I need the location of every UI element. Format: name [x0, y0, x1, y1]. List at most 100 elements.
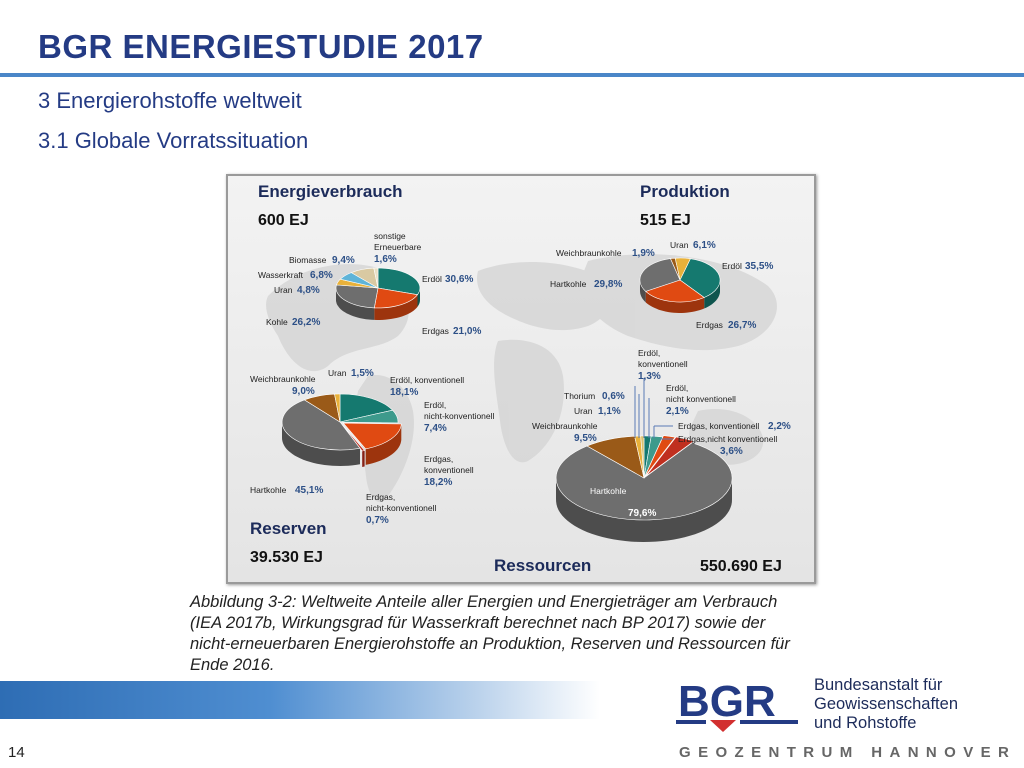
chart-title: Produktion [640, 182, 730, 201]
pie-slice-erd-l [679, 258, 721, 298]
caption-line: (IEA 2017b, Wirkungsgrad für Wasserkraft… [190, 614, 766, 632]
pie-slice-sonstige-erneuerbare [373, 267, 379, 289]
slice-name: Hartkohle [550, 279, 587, 289]
slice-name: Erdöl, konventionell [390, 375, 464, 385]
slice-value: 0,6% [602, 391, 625, 402]
slide-title: BGR ENERGIESTUDIE 2017 [38, 28, 484, 65]
slice-value: 45,1% [295, 485, 323, 496]
slice-name: Thorium [564, 391, 595, 401]
chart-total: 515 EJ [640, 212, 691, 229]
pie-chart-energieverbrauch [335, 267, 421, 320]
slice-value: 2,2% [768, 421, 791, 432]
org-line: Geowissenschaften [814, 695, 958, 713]
pie-slice-hartkohle [281, 399, 361, 451]
logo-red-triangle [710, 720, 736, 732]
logo-left-bar [676, 720, 706, 724]
slice-value: 9,5% [574, 433, 597, 444]
chart-title: Ressourcen [494, 556, 591, 575]
pie-chart-ressourcen [555, 435, 733, 542]
slice-value: 1,5% [351, 368, 374, 379]
chart-total: 600 EJ [258, 212, 309, 229]
pie-slice-kohle [335, 284, 379, 309]
slice-name: Weichbraunkohle [250, 374, 316, 384]
slice-name: Wasserkraft [258, 270, 304, 280]
caption-line: Ende 2016. [190, 656, 275, 674]
pie-slice-erdgas [645, 279, 705, 303]
slice-name: Hartkohle [590, 486, 627, 496]
pie-side-erdgas [374, 294, 418, 320]
title-rule [0, 73, 1024, 77]
slice-name: konventionell [424, 465, 474, 475]
pie-slice-erd-l [377, 267, 421, 296]
slice-name: Weichbraunkohle [556, 248, 622, 258]
slice-value: 21,0% [453, 326, 481, 337]
logo-text: BGR [678, 677, 776, 726]
pie-slice-hartkohle [639, 258, 681, 292]
footer-gradient-band [0, 681, 600, 719]
chart-title: Energieverbrauch [258, 182, 403, 201]
pie-side-hartkohle [640, 279, 646, 303]
slice-name: konventionell [638, 359, 688, 369]
slice-value: 1,6% [374, 254, 397, 265]
org-line: und Rohstoffe [814, 714, 917, 732]
chart-title: Reserven [250, 519, 327, 538]
slice-name: Erdgas,nicht konventionell [678, 434, 777, 444]
slice-name: Erdöl [722, 261, 742, 271]
geozentrum-label: GEOZENTRUM HANNOVER [679, 744, 1017, 761]
slice-value: 9,4% [332, 255, 355, 266]
slice-value: 30,6% [445, 274, 473, 285]
bgr-logo: BGR [676, 677, 798, 732]
slice-name: Erdöl, [666, 383, 688, 393]
pie-slice-erdgas [373, 287, 419, 309]
slice-name: Erneuerbare [374, 242, 422, 252]
slice-name: Hartkohle [250, 485, 287, 495]
slice-value: 7,4% [424, 423, 447, 434]
section-heading: 3 Energierohstoffe weltweit [38, 88, 302, 113]
slice-name: Uran [574, 406, 593, 416]
pie-slice-uran [674, 257, 691, 281]
slice-name: Weichbraunkohle [532, 421, 598, 431]
pie-side-erd-l [704, 280, 720, 309]
caption-line: nicht-erneuerbaren Energierohstoffe an P… [190, 635, 790, 653]
slice-name: Erdgas [696, 320, 723, 330]
pie-side-erd-l [417, 288, 420, 307]
slice-name: Uran [328, 368, 347, 378]
slice-name: nicht-konventionell [366, 503, 437, 513]
pie-slice-uran [334, 393, 341, 423]
caption-line: Abbildung 3-2: Weltweite Anteile aller E… [190, 593, 778, 611]
slice-name: Erdöl, [424, 400, 446, 410]
pie-slice-erd-l-nicht-konventionell [339, 409, 399, 424]
slice-value: 9,0% [292, 386, 315, 397]
pie-side-erdgas-nicht-konventionell [362, 450, 365, 467]
slice-value: 1,3% [638, 371, 661, 382]
slice-value: 29,8% [594, 279, 622, 290]
org-line: Bundesanstalt für [814, 676, 943, 694]
slice-value: 1,1% [598, 406, 621, 417]
slice-name: Biomasse [289, 255, 327, 265]
slice-value: 0,7% [366, 515, 389, 526]
pie-slice-erdgas-konventionell [342, 422, 402, 450]
slice-name: Erdgas, [366, 492, 395, 502]
slice-value: 35,5% [745, 261, 773, 272]
slice-name: Erdgas, konventionell [678, 421, 759, 431]
figure-caption: Abbildung 3-2: Weltweite Anteile aller E… [190, 592, 840, 676]
slice-value: 18,1% [390, 387, 418, 398]
slice-name: Kohle [266, 317, 288, 327]
slice-value: 3,6% [720, 446, 743, 457]
slice-value: 18,2% [424, 477, 452, 488]
pie-side-hartkohle [556, 476, 732, 542]
pie-slice-erdgas-konventionell [644, 435, 676, 477]
leader-lines [634, 378, 673, 440]
slice-name: nicht-konventionell [424, 411, 495, 421]
pie-side-erdgas [645, 291, 705, 313]
slice-name: Erdöl, [638, 348, 660, 358]
slice-name: Erdgas, [424, 454, 453, 464]
page-number: 14 [8, 744, 25, 761]
pie-slice-erd-l-konventionell [339, 393, 394, 423]
slice-value: 79,6% [628, 508, 656, 519]
pie-side-hartkohle [282, 421, 360, 466]
chart-total: 550.690 EJ [700, 558, 782, 575]
pie-slice-erdgas-nicht-konventionell [341, 424, 366, 452]
pie-side-erdgas-konventionell [365, 424, 402, 465]
slice-value: 6,1% [693, 240, 716, 251]
